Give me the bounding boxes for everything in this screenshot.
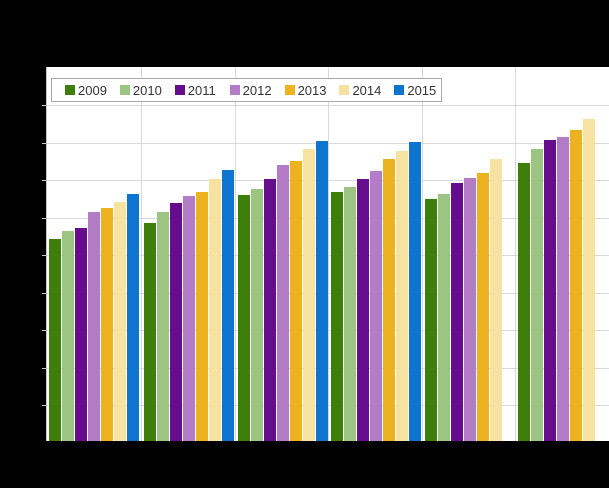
v-gridline (422, 67, 423, 441)
bar-2013-group2 (196, 192, 208, 441)
bar-2010-group5 (438, 194, 450, 441)
v-gridline (328, 67, 329, 441)
bar-group-3 (238, 141, 328, 441)
bar-2014-group5 (490, 159, 502, 441)
y-axis-tick (42, 105, 46, 106)
bar-2014-group4 (396, 151, 408, 441)
bar-2010-group1 (62, 231, 74, 441)
y-axis-tick (42, 330, 46, 331)
bar-2011-group6 (544, 140, 556, 441)
bar-2011-group2 (170, 203, 182, 441)
bar-2011-group3 (264, 179, 276, 441)
bar-2014-group3 (303, 149, 315, 441)
bar-2010-group4 (344, 187, 356, 441)
legend-swatch-icon (174, 85, 185, 95)
bar-2014-group2 (209, 179, 221, 441)
bar-group-5 (425, 159, 515, 441)
bar-2010-group3 (251, 189, 263, 441)
bar-2013-group6 (570, 130, 582, 441)
bar-2009-group3 (238, 195, 250, 441)
bar-2013-group4 (383, 159, 395, 441)
legend-label: 2009 (78, 82, 107, 98)
y-axis-tick (42, 293, 46, 294)
bar-2009-group5 (425, 199, 437, 441)
bar-2009-group4 (331, 192, 343, 441)
y-axis-tick (42, 255, 46, 256)
legend-item-2015[interactable]: 2015 (394, 83, 449, 98)
bar-2011-group1 (75, 228, 87, 441)
legend-item-2013[interactable]: 2013 (284, 82, 340, 98)
legend-label: 2012 (242, 82, 272, 98)
bar-2011-group5 (451, 183, 463, 441)
bar-2012-group1 (88, 212, 100, 441)
y-axis-tick (42, 143, 46, 144)
bar-2009-group1 (49, 239, 61, 441)
y-axis-tick (42, 368, 46, 369)
legend-item-2014[interactable]: 2014 (339, 83, 394, 98)
legend-item-2009[interactable]: 2009 (65, 83, 120, 98)
legend-label: 2010 (132, 82, 162, 98)
v-gridline (235, 67, 236, 441)
bar-2010-group2 (157, 212, 169, 441)
bar-2015-group4 (409, 142, 421, 441)
bar-2015-group3 (316, 141, 328, 441)
bar-2015-group1 (127, 194, 139, 441)
legend-swatch-icon (284, 85, 295, 95)
plot-area: 2009 2010 2011 2012 2013 2014 2015 (42, 67, 609, 441)
v-gridline (515, 67, 516, 441)
v-gridline (141, 67, 142, 441)
legend-swatch-icon (65, 85, 75, 95)
legend-item-2010[interactable]: 2010 (119, 82, 175, 98)
bar-2010-group6 (531, 149, 543, 441)
legend-item-2012[interactable]: 2012 (229, 82, 285, 98)
y-axis-tick (42, 180, 46, 181)
bar-2012-group5 (464, 178, 476, 441)
bar-2012-group3 (277, 165, 289, 441)
y-axis-tick (42, 405, 46, 406)
bar-group-1 (49, 194, 139, 441)
legend-swatch-icon (119, 85, 130, 95)
bar-2013-group1 (101, 208, 113, 441)
bar-2012-group6 (557, 137, 569, 441)
bar-group-2 (144, 170, 234, 441)
bar-2014-group1 (114, 202, 126, 441)
bar-2011-group4 (357, 179, 369, 441)
bar-2012-group2 (183, 196, 195, 441)
bar-2012-group4 (370, 171, 382, 441)
bar-group-6 (518, 119, 608, 441)
legend-swatch-icon (339, 85, 350, 95)
legend-label: 2015 (407, 82, 437, 98)
legend-label: 2013 (297, 82, 327, 98)
bar-2015-group2 (222, 170, 234, 441)
y-axis-line (46, 67, 47, 441)
bar-group-4 (331, 142, 421, 441)
bar-2013-group5 (477, 173, 489, 441)
legend-swatch-icon (394, 85, 405, 95)
bar-2013-group3 (290, 161, 302, 441)
legend-label: 2014 (352, 82, 382, 98)
legend-box: 2009 2010 2011 2012 2013 2014 2015 (51, 78, 442, 102)
legend-item-2011[interactable]: 2011 (174, 82, 230, 98)
legend-label: 2011 (187, 82, 216, 98)
legend-swatch-icon (229, 85, 240, 95)
bar-2009-group6 (518, 163, 530, 441)
bar-2014-group6 (583, 119, 595, 441)
y-axis-tick (42, 218, 46, 219)
bar-2009-group2 (144, 223, 156, 441)
